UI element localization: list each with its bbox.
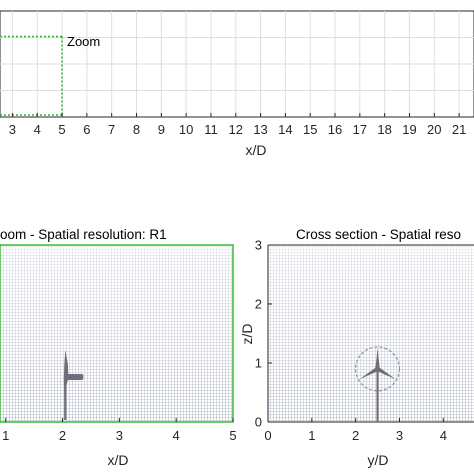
cross-x-tick-label: 3 <box>396 428 403 443</box>
overview-tick-label: 12 <box>229 122 243 137</box>
turbine-blade <box>359 366 379 380</box>
zoom-tick-label: 5 <box>229 428 236 443</box>
zoom-x-ticks: 1 2 3 4 5 <box>2 418 237 443</box>
cross-y-ticks: 0 1 2 3 <box>255 238 272 430</box>
cross-section-title: Cross section - Spatial reso <box>296 227 461 242</box>
overview-tick-label: 21 <box>452 122 466 137</box>
overview-tick-label: 17 <box>353 122 367 137</box>
cross-y-axis-label: z/D <box>239 324 255 345</box>
overview-tick-label: 3 <box>9 122 16 137</box>
zoom-frame <box>0 244 234 423</box>
cross-y-tick-label: 1 <box>255 356 262 371</box>
overview-tick-label: 15 <box>303 122 317 137</box>
zoom-annotation-label: Zoom <box>67 34 100 49</box>
turbine-blade <box>375 348 380 369</box>
cross-x-tick-label: 1 <box>308 428 315 443</box>
cross-y-tick-label: 2 <box>255 297 262 312</box>
overview-tick-label: 19 <box>402 122 416 137</box>
overview-x-axis-label: x/D <box>246 142 267 158</box>
turbine-blade <box>376 366 396 380</box>
cross-y-tick-label: 3 <box>255 238 262 253</box>
turbine-side-view <box>63 350 84 420</box>
zoom-region-box <box>0 35 63 116</box>
rotor-disk-outline <box>355 346 401 392</box>
overview-tick-label: 5 <box>58 122 65 137</box>
overview-grid <box>0 11 474 117</box>
overview-tick-label: 13 <box>253 122 267 137</box>
cross-x-tick-label: 0 <box>264 428 271 443</box>
overview-tick-label: 8 <box>133 122 140 137</box>
overview-tick-label: 10 <box>179 122 193 137</box>
zoom-tick-label: 4 <box>173 428 180 443</box>
cross-x-axis-label: y/D <box>368 452 389 468</box>
zoom-panel: oom - Spatial resolution: R1 1 2 3 4 5 x/D <box>0 227 237 468</box>
zoom-x-axis-label: x/D <box>108 452 129 468</box>
overview-panel: Zoom 3 4 5 6 7 8 9 10 11 12 13 14 15 16 17 18 19 20 21 x/D <box>0 10 474 158</box>
overview-tick-label: 4 <box>34 122 41 137</box>
cross-x-ticks: 0 1 2 3 4 <box>264 418 447 443</box>
overview-tick-label: 18 <box>377 122 391 137</box>
cross-mesh-fade <box>268 245 474 422</box>
overview-tick-label: 11 <box>204 122 218 137</box>
turbine-nacelle <box>65 374 84 380</box>
cross-x-tick-label: 2 <box>352 428 359 443</box>
zoom-tick-label: 1 <box>2 428 9 443</box>
overview-tick-label: 6 <box>83 122 90 137</box>
zoom-tick-label: 2 <box>59 428 66 443</box>
cross-x-tick-label: 4 <box>440 428 447 443</box>
zoom-panel-title: oom - Spatial resolution: R1 <box>0 227 167 242</box>
overview-x-ticks: 3 4 5 6 7 8 9 10 11 12 13 14 15 16 17 18 19 20 21 <box>9 113 466 137</box>
overview-tick-label: 16 <box>328 122 342 137</box>
turbine-rotor-disk <box>355 346 401 422</box>
overview-tick-label: 14 <box>278 122 292 137</box>
zoom-mesh-fade <box>0 245 233 422</box>
overview-tick-label: 20 <box>427 122 441 137</box>
overview-tick-label: 9 <box>158 122 165 137</box>
cross-y-tick-label: 0 <box>255 415 262 430</box>
turbine-blades <box>63 350 69 394</box>
overview-tick-label: 7 <box>108 122 115 137</box>
zoom-tick-label: 3 <box>116 428 123 443</box>
turbine-hub <box>375 366 381 372</box>
